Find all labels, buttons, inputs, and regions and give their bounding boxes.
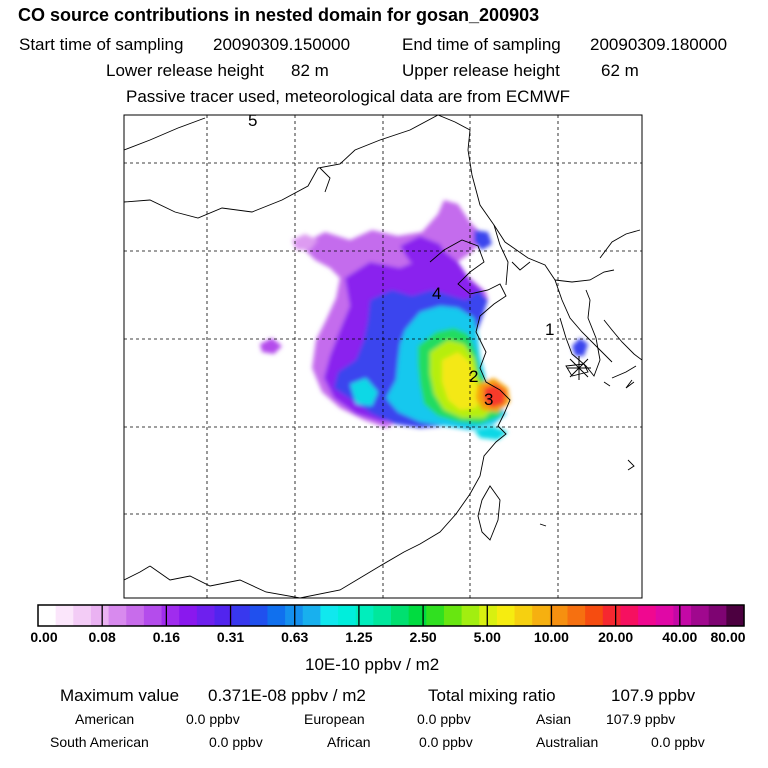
colorbar-swatch [638, 605, 657, 626]
plume-yellow [442, 352, 482, 410]
colorbar-tick-label: 2.50 [409, 629, 437, 645]
colorbar-tick-label: 0.08 [88, 629, 116, 645]
region-south-american-value: 0.0 ppbv [209, 734, 263, 750]
upper-release-label: Upper release height [402, 61, 560, 80]
colorbar-swatch [161, 605, 180, 626]
colorbar-swatch [267, 605, 286, 626]
colorbar-tick-label: 1.25 [345, 629, 373, 645]
colorbar-tick-label: 10.00 [533, 629, 569, 645]
end-time-value: 20090309.180000 [590, 35, 728, 54]
colorbar-unit: 10E-10 ppbv / m2 [305, 655, 440, 674]
region-european-name: European [304, 711, 365, 727]
lower-release-label: Lower release height [106, 61, 264, 80]
colorbar-swatch [73, 605, 92, 626]
plume-cyan-bay [474, 426, 508, 440]
marker-4: 4 [432, 284, 441, 303]
region-asian-name: Asian [536, 711, 572, 727]
start-time-label: Start time of sampling [19, 35, 184, 54]
colorbar-swatch [479, 605, 498, 626]
region-asian-value: 107.9 ppbv [606, 711, 676, 727]
colorbar-swatch [461, 605, 480, 626]
colorbar-swatch [673, 605, 692, 626]
colorbar-tick-label: 20.00 [598, 629, 634, 645]
colorbar-swatch [532, 605, 551, 626]
colorbar-swatch [708, 605, 727, 626]
colorbar-swatch [320, 605, 339, 626]
colorbar-tick-label: 0.63 [281, 629, 309, 645]
colorbar-swatch [232, 605, 251, 626]
plume-cyan-west [350, 378, 378, 406]
region-african-name: African [327, 734, 371, 750]
colorbar [37, 604, 745, 627]
colorbar-swatch [143, 605, 163, 626]
plume-lilac [292, 234, 318, 250]
colorbar-swatch [355, 605, 374, 626]
map-frame [123, 114, 643, 599]
figure-title: CO source contributions in nested domain… [18, 5, 540, 25]
colorbar-swatch [373, 605, 392, 626]
lower-release-value: 82 m [291, 61, 329, 80]
tracer-note: Passive tracer used, meteorological data… [126, 87, 571, 106]
plume-small-spot [260, 338, 282, 354]
receptor-asterisk-icon [567, 356, 591, 380]
colorbar-tick-label: 80.00 [710, 629, 746, 645]
colorbar-swatch [108, 605, 127, 626]
total-mixing-label: Total mixing ratio [428, 686, 556, 705]
graticule [124, 115, 642, 598]
plume-blue-north [474, 230, 492, 250]
end-time-label: End time of sampling [402, 35, 561, 54]
max-value: 0.371E-08 ppbv / m2 [208, 686, 366, 705]
colorbar-swatch [426, 605, 445, 626]
colorbar-swatch [726, 605, 745, 626]
region-south-american-name: South American [50, 734, 149, 750]
max-value-label: Maximum value [60, 686, 180, 705]
colorbar-swatch [408, 605, 427, 626]
region-australian-value: 0.0 ppbv [651, 734, 705, 750]
colorbar-swatch [196, 605, 216, 626]
region-african-value: 0.0 ppbv [419, 734, 473, 750]
colorbar-swatch [249, 605, 269, 626]
colorbar-swatch [620, 605, 639, 626]
total-mixing-value: 107.9 ppbv [611, 686, 696, 705]
colorbar-swatch [602, 605, 622, 626]
colorbar-tick-label: 0.16 [152, 629, 180, 645]
colorbar-tick-label: 0.31 [216, 629, 245, 645]
marker-3: 3 [484, 390, 493, 409]
colorbar-swatch [549, 605, 569, 626]
colorbar-tick-label: 5.00 [473, 629, 501, 645]
colorbar-swatch [567, 605, 586, 626]
region-australian-name: Australian [536, 734, 599, 750]
colorbar-swatch [338, 605, 357, 626]
colorbar-swatch [391, 605, 410, 626]
colorbar-swatch [443, 605, 463, 626]
upper-release-value: 62 m [601, 61, 639, 80]
colorbar-swatch [496, 605, 516, 626]
colorbar-tick-label: 40.00 [662, 629, 698, 645]
colorbar-swatch [38, 605, 57, 626]
start-time-value: 20090309.150000 [213, 35, 351, 54]
marker-5: 5 [248, 111, 257, 130]
marker-1: 1 [545, 320, 554, 339]
colorbar-swatch [214, 605, 233, 626]
colorbar-tick-label: 0.00 [30, 629, 58, 645]
region-american-value: 0.0 ppbv [186, 711, 240, 727]
colorbar-swatch [302, 605, 321, 626]
colorbar-swatch [514, 605, 533, 626]
colorbar-swatch [179, 605, 198, 626]
marker-2: 2 [469, 367, 478, 386]
colorbar-swatch [55, 605, 74, 626]
colorbar-swatch [585, 605, 604, 626]
region-european-value: 0.0 ppbv [417, 711, 471, 727]
plume-blue-receptor [572, 338, 588, 356]
concentration-field [260, 200, 588, 440]
colorbar-swatch [126, 605, 145, 626]
colorbar-swatch [691, 605, 710, 626]
region-american-name: American [75, 711, 135, 727]
colorbar-swatch [90, 605, 110, 626]
colorbar-swatch [655, 605, 674, 626]
